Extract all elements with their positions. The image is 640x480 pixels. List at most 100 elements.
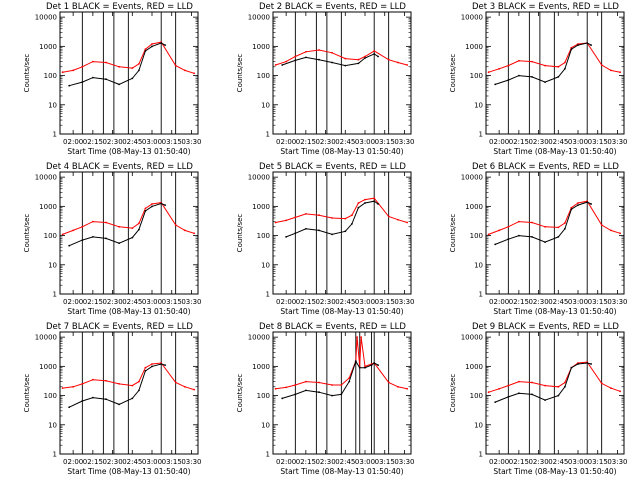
y-tick-label: 1: [266, 291, 270, 299]
events-data-point: [68, 406, 71, 409]
events-data-point: [151, 365, 153, 368]
events-data-point: [564, 67, 566, 70]
x-axis-label: Start Time (08-May-13 01:50:40): [280, 147, 403, 156]
y-tick-label: 10: [474, 421, 483, 429]
x-tick-label: 03:15: [162, 298, 182, 306]
events-data-point: [564, 227, 566, 230]
x-tick-label: 03:00: [568, 138, 588, 146]
y-tick-label: 1: [266, 131, 270, 139]
lld-data-point: [518, 59, 520, 62]
y-tick-label: 10: [48, 261, 57, 269]
plot-frame: [272, 171, 412, 295]
events-data-point: [494, 401, 497, 403]
events-data-point: [305, 56, 307, 59]
events-data-point: [138, 228, 140, 231]
lld-data-point: [61, 71, 64, 74]
lld-data-point: [351, 214, 353, 217]
x-axis-label: Start Time (08-May-13 01:50:40): [493, 307, 616, 316]
x-tick-label: 02:00: [489, 458, 509, 466]
y-tick-label: 1000: [39, 363, 57, 371]
lld-data-point: [118, 383, 120, 385]
x-tick-label: 03:00: [142, 458, 162, 466]
events-data-point: [531, 393, 533, 396]
plot-frame: [59, 171, 199, 295]
x-tick-label: 02:15: [296, 138, 316, 146]
events-data-point: [358, 366, 361, 369]
lld-data-point: [406, 387, 408, 390]
y-tick-label: 10: [261, 421, 270, 429]
events-data-point: [531, 236, 533, 238]
x-tick-label: 02:15: [83, 298, 103, 306]
x-tick-label: 03:30: [181, 138, 201, 146]
lld-data-point: [487, 391, 490, 394]
plot-frame: [485, 11, 625, 135]
y-tick-label: 1000: [39, 43, 57, 51]
events-data-point: [590, 363, 592, 365]
events-data-point: [494, 243, 497, 246]
y-tick-label: 1000: [39, 203, 57, 211]
events-data-point: [507, 79, 510, 81]
lld-data-point: [305, 213, 307, 215]
detector-panel: Det 3 BLACK = Events, RED = LLD Counts/se…: [449, 2, 628, 156]
lld-data-point: [331, 384, 333, 386]
detector-panel: Det 2 BLACK = Events, RED = LLD Counts/se…: [236, 2, 415, 156]
y-tick-label: 10: [48, 421, 57, 429]
x-tick-label: 02:45: [548, 298, 568, 306]
events-data-point: [570, 366, 573, 369]
lld-data-point: [610, 229, 612, 232]
lld-data-point: [184, 385, 186, 388]
events-data-point: [557, 394, 560, 397]
y-tick-label: 1: [53, 291, 57, 299]
lld-series-line: [275, 197, 408, 223]
x-axis-label: Start Time (08-May-13 01:50:40): [493, 147, 616, 156]
events-data-point: [105, 237, 107, 240]
x-tick-label: 02:30: [315, 458, 335, 466]
y-tick-label: 10000: [461, 334, 483, 342]
panel-title: Det 9 BLACK = Events, RED = LLD: [472, 322, 619, 332]
lld-data-point: [294, 384, 297, 386]
events-data-point: [138, 69, 140, 72]
lld-data-point: [577, 202, 579, 204]
events-data-point: [564, 385, 566, 388]
x-tick-label: 02:15: [83, 138, 103, 146]
lld-data-point: [305, 50, 307, 53]
x-tick-label: 02:00: [63, 458, 83, 466]
y-axis-label: Counts/sec: [236, 374, 244, 413]
lld-data-point: [131, 227, 134, 230]
lld-data-point: [557, 65, 560, 68]
panel-title: Det 7 BLACK = Events, RED = LLD: [46, 322, 193, 332]
events-data-point: [518, 74, 520, 77]
y-tick-label: 10000: [248, 14, 270, 22]
x-tick-label: 03:15: [588, 458, 608, 466]
x-tick-label: 03:30: [607, 458, 627, 466]
lld-data-point: [356, 336, 358, 338]
events-data-point: [494, 83, 497, 86]
lld-data-point: [274, 387, 277, 390]
y-tick-label: 10: [474, 261, 483, 269]
x-tick-label: 02:00: [489, 298, 509, 306]
y-axis-label: Counts/sec: [236, 54, 244, 93]
y-tick-label: 100: [470, 232, 483, 240]
events-data-point: [151, 205, 153, 208]
events-data-point: [151, 45, 153, 48]
y-tick-label: 1: [53, 131, 57, 139]
x-tick-label: 03:15: [375, 458, 395, 466]
lld-data-point: [174, 64, 177, 67]
x-tick-label: 02:00: [276, 458, 296, 466]
lld-data-point: [331, 217, 333, 219]
y-tick-label: 10000: [248, 334, 270, 342]
events-data-point: [144, 210, 147, 212]
lld-data-point: [487, 233, 490, 236]
lld-data-point: [564, 61, 566, 64]
events-data-point: [577, 363, 579, 365]
x-tick-label: 02:00: [63, 298, 83, 306]
events-data-point: [570, 208, 573, 211]
lld-data-point: [397, 218, 399, 221]
events-data-point: [586, 42, 589, 44]
events-data-point: [544, 81, 546, 83]
lld-series-line: [488, 42, 621, 73]
lld-data-point: [357, 202, 360, 204]
x-tick-label: 02:45: [122, 458, 142, 466]
lld-data-point: [487, 71, 490, 74]
lld-data-point: [340, 384, 343, 386]
